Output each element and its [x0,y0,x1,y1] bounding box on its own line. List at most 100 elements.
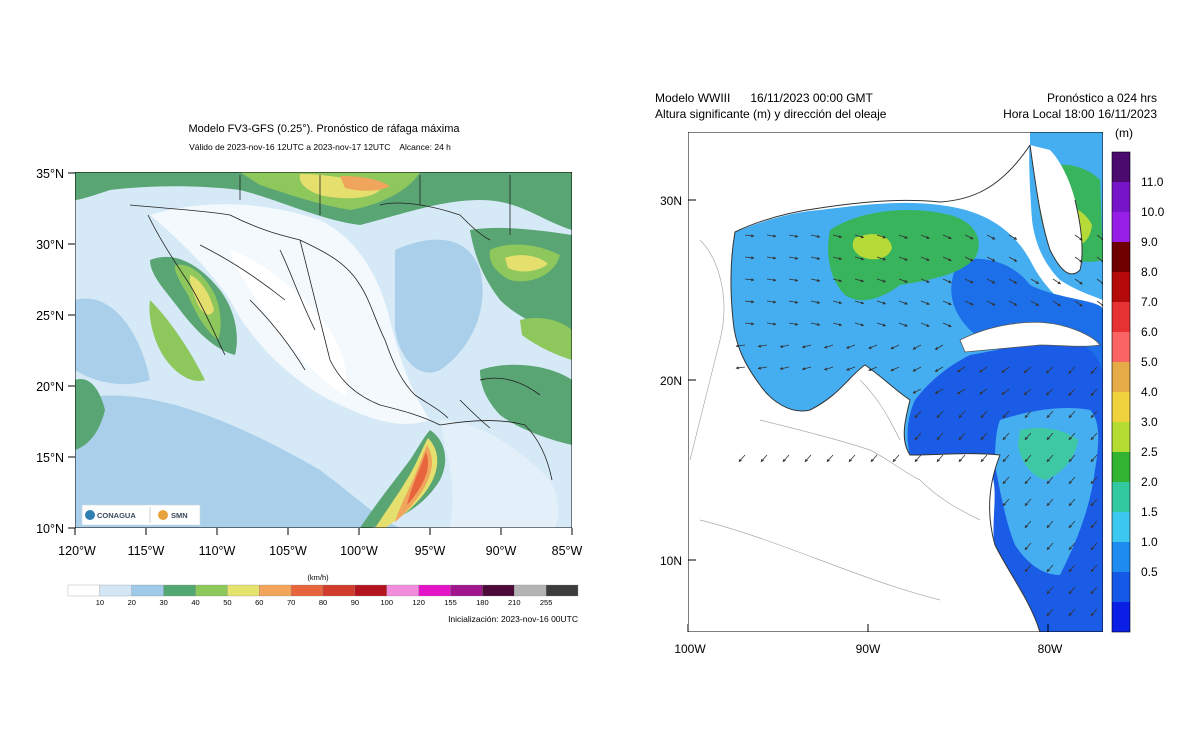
wave-map-lat-label: 30N [660,194,682,208]
gust-legend-swatch [450,584,483,597]
wave-direction-arrow [920,256,930,261]
wave-direction-arrow [1002,498,1010,507]
gust-map-lon-label: 105°W [269,544,307,558]
wave-direction-arrow [912,388,922,394]
wave-direction-arrow [1046,564,1054,573]
wave-direction-arrow [766,300,777,304]
wave-direction-arrow [964,256,974,262]
wave-direction-arrow [876,300,887,305]
gust-map-lat-label: 20°N [36,380,64,394]
wave-direction-arrow [760,454,768,463]
wave-direction-arrow [890,344,900,350]
wave-colorbar-swatch [1112,512,1130,542]
gust-map-subtitle: Válido de 2023-nov-16 12UTC a 2023-nov-1… [189,142,451,152]
wave-direction-arrow [986,300,996,306]
wave-direction-arrow [914,454,922,463]
wave-direction-arrow [986,234,996,240]
gust-forecast-panel: Modelo FV3-GFS (0.25°). Pronóstico de rá… [36,123,582,624]
wave-direction-arrow [804,454,812,463]
wave-direction-arrow [986,278,996,284]
wave-direction-arrow [1024,520,1032,529]
wave-direction-arrow [1002,454,1010,463]
wave-direction-arrow [914,410,922,419]
wave-direction-arrow [1090,410,1098,419]
wave-direction-arrow [1046,454,1054,463]
gust-map-area [75,172,572,528]
wave-direction-arrow [1068,410,1076,419]
wave-direction-arrow [868,344,878,349]
wave-direction-arrow [964,278,974,284]
wave-direction-arrow [1046,410,1054,419]
wave-direction-arrow [1001,388,1010,395]
gust-legend-swatch [131,584,164,597]
gust-legend-tick-label: 255 [540,598,553,607]
gust-map-lon-label: 95°W [415,544,446,558]
wave-map-lat-label: 20N [660,374,682,388]
gust-map-lon-ticks [74,528,573,535]
wave-direction-arrow [1090,564,1098,573]
wave-direction-arrow [832,322,843,327]
wave-direction-arrow [832,278,843,283]
wave-direction-arrow [766,256,777,260]
conagua-logo-icon [85,510,95,520]
smn-logo-text: SMN [171,511,188,520]
wave-direction-arrow [942,256,952,262]
wave-direction-arrow [892,454,900,463]
wave-direction-arrow [912,344,922,350]
gust-legend-tick-label: 80 [319,598,327,607]
wave-direction-arrow [964,300,974,306]
wave-direction-arrow [920,322,930,327]
wave-direction-arrow [744,278,755,282]
wave-colorbar-tick-label: 8.0 [1141,265,1158,279]
gust-legend-swatch [386,584,419,597]
wave-direction-arrow [876,322,887,327]
wave-direction-arrow [942,300,952,306]
gust-map-lon-label: 110°W [199,544,236,558]
wave-direction-arrow [876,234,887,239]
wave-direction-arrow [744,256,755,260]
wave-direction-arrow [1068,586,1076,595]
wave-direction-arrow [1090,476,1098,485]
gust-legend-tick-label: 210 [508,598,521,607]
wave-direction-arrow [1024,542,1032,551]
gust-legend-tick-label: 120 [412,598,425,607]
gust-legend-tick-label: 155 [444,598,457,607]
wave-direction-arrow [1008,278,1018,284]
wave-direction-arrow [1074,234,1083,241]
gust-legend-swatch [195,584,228,597]
gust-legend-tick-label: 90 [351,598,359,607]
gust-init-text: Inicialización: 2023-nov-16 00UTC [448,614,578,624]
wave-direction-arrow [779,366,790,370]
wave-direction-arrow [1090,388,1098,397]
wave-direction-arrow [1030,278,1040,285]
wave-colorbar-swatch [1112,362,1130,392]
wave-direction-arrow [1046,388,1054,396]
gust-map-lat-label: 35°N [36,167,64,181]
wave-direction-arrows [735,234,1103,617]
wave-direction-arrow [898,234,908,239]
gust-map-lat-ticks [68,172,75,529]
wave-colorbar-swatch [1112,392,1130,422]
wave-colorbar-swatch [1112,452,1130,482]
wave-direction-arrow [1046,542,1054,551]
wave-direction-arrow [1090,520,1098,529]
wave-colorbar-tick-label: 9.0 [1141,235,1158,249]
wave-colorbar-unit: (m) [1115,126,1133,140]
wave-colorbar-swatch [1112,422,1130,452]
wave-colorbar-tick-label: 3.0 [1141,415,1158,429]
wave-direction-arrow [920,234,930,239]
wave-direction-arrow [868,366,878,371]
wave-colorbar-swatch [1112,152,1130,182]
wave-header-model-date: Modelo WWIII 16/11/2023 00:00 GMT [655,91,874,105]
wave-direction-arrow [1024,498,1032,507]
wave-direction-arrow [936,432,944,441]
wave-direction-arrow [1008,234,1018,240]
wave-direction-arrow [1046,476,1054,485]
wave-map-lat-label: 10N [660,554,682,568]
wave-direction-arrow [848,454,856,463]
wave-direction-arrow [1068,476,1076,485]
wave-direction-arrow [1068,388,1076,396]
wave-direction-arrow [810,256,821,260]
wave-direction-arrow [1024,476,1032,485]
wave-direction-arrow [744,322,755,326]
